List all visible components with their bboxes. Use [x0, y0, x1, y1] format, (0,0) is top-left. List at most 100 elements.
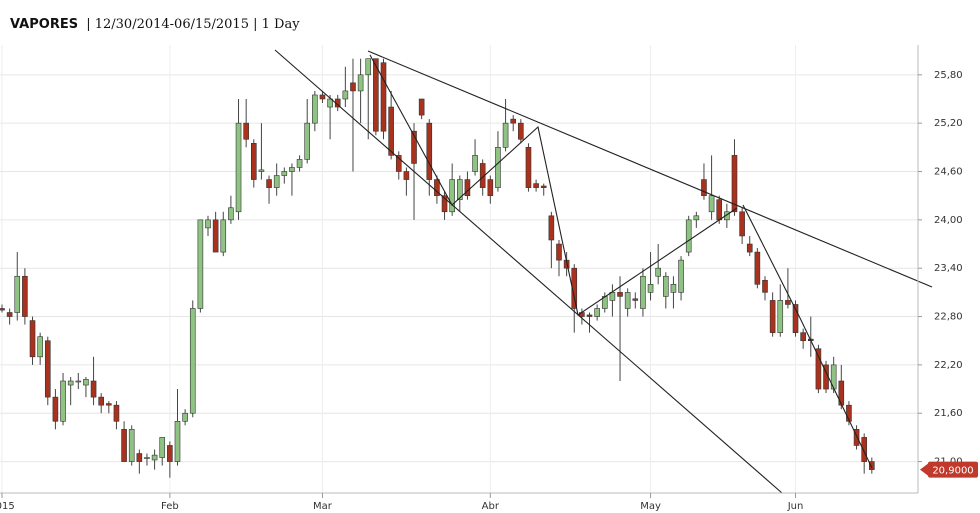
y-tick-label: 25,20: [934, 118, 963, 129]
candle-body: [60, 380, 66, 422]
candle-body: [632, 298, 639, 301]
y-tick-label: 24,00: [934, 215, 963, 226]
candle-body: [289, 167, 295, 172]
candle-body: [525, 147, 532, 188]
y-tick-label: 22,20: [934, 360, 963, 371]
x-tick-label: Abr: [482, 501, 500, 512]
y-tick-label: 21,60: [934, 408, 963, 419]
candle-body: [411, 130, 417, 164]
candle-body: [189, 308, 196, 414]
candle-body: [380, 62, 387, 132]
x-tick-label: Mar: [313, 501, 333, 512]
candle-body: [159, 437, 166, 458]
candle-body: [869, 461, 875, 470]
candle-body: [685, 219, 692, 253]
candle-body: [533, 183, 539, 188]
candle-body: [693, 215, 700, 221]
candle-body: [6, 312, 13, 317]
candle-body: [792, 304, 799, 333]
candle-body: [250, 143, 257, 180]
candle-body: [197, 219, 204, 309]
candle-body: [90, 380, 97, 398]
candle-body: [128, 429, 135, 462]
candle-body: [586, 314, 593, 317]
candle-body: [647, 284, 654, 293]
x-tick-label: Feb: [161, 501, 179, 512]
candles: [0, 58, 875, 478]
candle-body: [815, 348, 822, 390]
candle-body: [52, 396, 59, 422]
candle-body: [395, 155, 402, 172]
candle-body: [319, 94, 326, 100]
candle-body: [281, 171, 288, 176]
candle-body: [357, 74, 364, 92]
candle-body: [106, 403, 112, 406]
candle-body: [640, 275, 646, 309]
candle-body: [67, 380, 74, 386]
candle-body: [350, 82, 356, 92]
x-tick-label: 2015: [0, 501, 15, 512]
chart-title: VAPORES: [10, 17, 78, 32]
candle-body: [373, 58, 379, 132]
candle-body: [754, 251, 761, 285]
zigzag-line: [742, 204, 873, 469]
candle-body: [228, 207, 234, 221]
y-tick-label: 24,60: [934, 167, 963, 178]
grid: [0, 45, 918, 493]
candle-body: [342, 90, 349, 100]
y-tick-label: 25,80: [934, 70, 963, 81]
candle-body: [853, 429, 860, 446]
last-price-pointer: [920, 463, 928, 476]
candle-body: [708, 195, 715, 213]
candle-body: [136, 453, 143, 462]
candle-body: [724, 211, 730, 221]
x-tick-label: May: [640, 501, 661, 512]
candle-body: [312, 94, 318, 124]
candle-body: [14, 275, 21, 313]
x-tick-label: Jun: [787, 501, 804, 512]
candle-body: [716, 199, 723, 221]
candle-body: [785, 300, 791, 305]
candle-body: [678, 259, 684, 293]
candle-body: [434, 179, 440, 196]
last-price-box: [928, 461, 978, 478]
candle-body: [518, 122, 524, 140]
title-line: VAPORES | 12/30/2014-06/15/2015 | 1 Day: [10, 17, 300, 32]
candle-body: [548, 215, 555, 241]
candle-body: [495, 147, 501, 188]
candle-body: [655, 267, 661, 277]
candle-body: [327, 98, 333, 108]
last-price-label: 20,9000: [932, 466, 973, 477]
candle-body: [243, 122, 249, 140]
candle-body: [296, 159, 303, 168]
candle-body: [701, 179, 707, 196]
candle-body: [846, 404, 852, 422]
candle-body: [418, 98, 425, 116]
candle-body: [746, 243, 753, 253]
candle-body: [235, 122, 242, 213]
candle-body: [266, 179, 272, 188]
candle-body: [556, 243, 562, 261]
candle-body: [441, 195, 448, 213]
candle-body: [762, 279, 768, 293]
candle-body: [144, 457, 150, 459]
candle-body: [0, 308, 5, 311]
candle-body: [205, 219, 211, 229]
candle-body: [37, 336, 43, 358]
candle-body: [273, 175, 280, 188]
candle-body: [403, 171, 410, 180]
candle-body: [594, 308, 600, 317]
candle-body: [663, 275, 669, 297]
candle-body: [365, 58, 372, 76]
candle-body: [426, 122, 433, 180]
candle-body: [617, 292, 623, 297]
candle-body: [456, 179, 463, 201]
y-tick-label: 23,40: [934, 263, 963, 274]
candle-body: [182, 412, 188, 422]
trend-lines: [274, 49, 933, 494]
candle-body: [540, 185, 547, 188]
candle-body: [212, 219, 219, 253]
candle-body: [502, 122, 509, 148]
candle-body: [121, 429, 127, 462]
